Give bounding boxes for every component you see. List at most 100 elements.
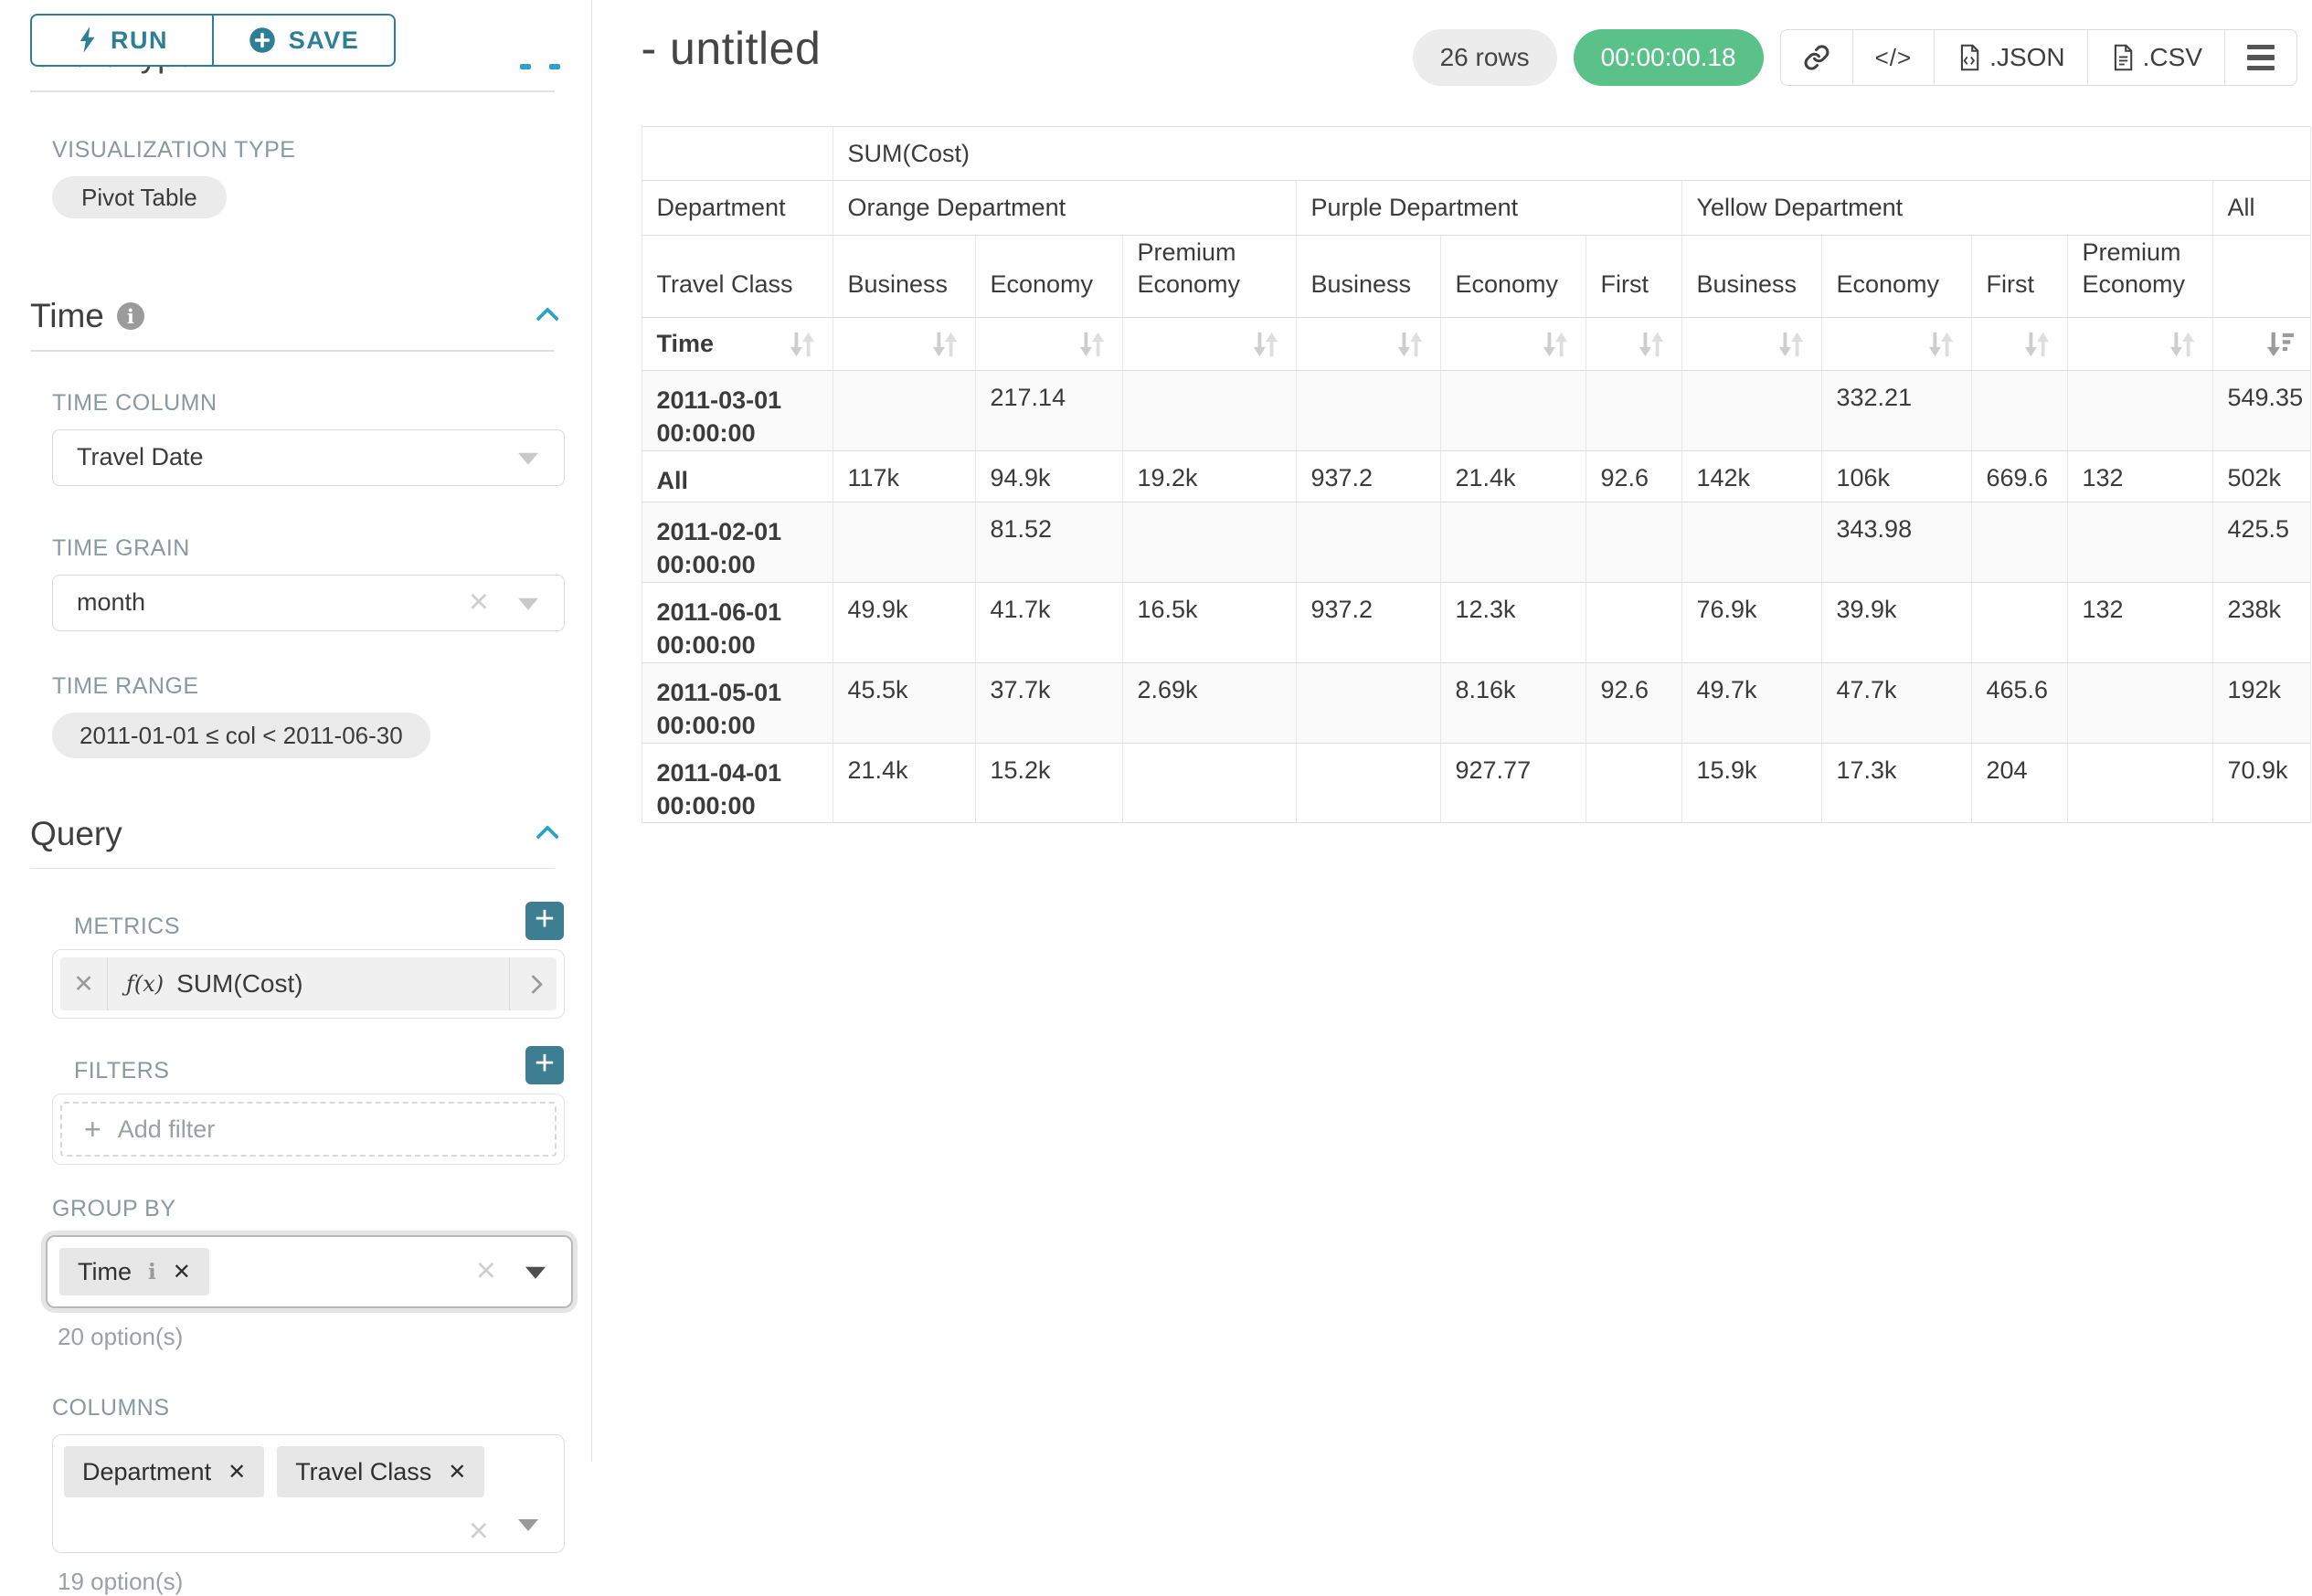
metric-value: SUM(Cost) [176,969,302,999]
sort-header-cell[interactable] [2067,318,2212,371]
clear-icon[interactable]: × [469,1514,489,1548]
info-icon[interactable]: i [117,302,144,330]
sort-icon[interactable] [2021,330,2052,359]
function-icon: ƒ(x) [126,971,164,997]
chevron-right-icon [524,974,543,993]
pivot-value-cell: 15.9k [1681,743,1821,823]
sort-icon[interactable] [1395,330,1426,359]
pivot-value-cell: 41.7k [975,582,1122,662]
sort-header-cell[interactable] [1586,318,1681,371]
sort-header-cell[interactable] [1971,318,2067,371]
sort-header-cell[interactable] [1681,318,1821,371]
sort-icon[interactable] [787,330,818,359]
pivot-value-cell [1586,743,1681,823]
columns-label: COLUMNS [52,1395,591,1422]
pivot-value-cell: 465.6 [1971,662,2067,743]
column-subheader: Premium Economy [2067,236,2212,318]
add-filter-label: Add filter [118,1115,216,1144]
run-button[interactable]: RUN [32,16,214,65]
sort-icon[interactable] [1076,330,1108,359]
sort-icon[interactable] [1776,330,1807,359]
info-icon[interactable]: i [148,1260,156,1284]
pivot-value-cell: 425.5 [2212,502,2310,582]
time-grain-value: month [77,588,145,617]
pivot-value-cell [1296,662,1440,743]
time-column-select[interactable]: Travel Date [52,429,565,486]
pivot-value-cell: 49.9k [833,582,975,662]
chart-type-collapse-chevron-clipped[interactable] [520,64,560,69]
filters-label: FILTERS [74,1058,169,1084]
add-filter-plus-button[interactable]: + [525,1046,564,1084]
sort-header-cell[interactable] [1122,318,1296,371]
query-collapse-chevron-icon[interactable] [536,825,558,848]
column-subheader: Business [833,236,975,318]
control-panel-sidebar: Chart Type RUN SAVE VISUALIZATION TYPE [0,0,592,1462]
visualization-type-pill[interactable]: Pivot Table [52,176,227,218]
query-section-title: Query [30,815,122,853]
time-column-label: TIME COLUMN [52,390,591,417]
remove-tag-icon[interactable]: ✕ [173,1259,191,1285]
time-collapse-chevron-icon[interactable] [536,307,558,330]
pivot-value-cell: 12.3k [1440,582,1586,662]
sort-icon[interactable] [1250,330,1281,359]
copy-link-button[interactable] [1781,30,1853,85]
metrics-label-row: METRICS + [52,902,564,940]
export-csv-button[interactable]: .CSV [2088,30,2225,85]
save-button[interactable]: SAVE [214,16,394,65]
column-group-header: Yellow Department [1681,181,2212,236]
sort-icon[interactable] [1925,330,1957,359]
pivot-value-cell: 49.7k [1681,662,1821,743]
column-subheader: Premium Economy [1122,236,1296,318]
metric-pill[interactable]: ✕ ƒ(x) SUM(Cost) [60,957,557,1010]
sort-header-cell-active[interactable] [2212,318,2310,371]
sort-header-cell[interactable] [833,318,975,371]
sort-header-cell[interactable] [1821,318,1971,371]
remove-tag-icon[interactable]: ✕ [228,1459,246,1485]
pivot-corner-cell [642,127,833,181]
export-json-button[interactable]: .JSON [1935,30,2087,85]
columns-tag[interactable]: Travel Class ✕ [277,1446,484,1497]
clear-icon[interactable]: × [476,1253,496,1288]
filters-label-row: FILTERS + [52,1046,564,1084]
row-count-badge: 26 rows [1413,29,1557,86]
chart-title: - untitled [642,22,822,75]
pivot-value-cell: 92.6 [1586,450,1681,502]
column-subheader: Economy [975,236,1122,318]
sort-header-cell[interactable]: Time [642,318,833,371]
add-filter-dropzone[interactable]: + Add filter [60,1102,557,1157]
column-subheader: Economy [1821,236,1971,318]
time-grain-select[interactable]: month × [52,575,565,631]
clear-icon[interactable]: × [469,584,489,618]
columns-tag[interactable]: Department ✕ [64,1446,264,1497]
sort-icon[interactable] [929,330,960,359]
row-label-cell: All [642,450,833,502]
sort-descending-icon[interactable] [2264,330,2296,359]
pivot-value-cell: 132 [2067,582,2212,662]
pivot-value-cell [1296,743,1440,823]
sort-icon[interactable] [2167,330,2198,359]
sort-header-cell[interactable] [1440,318,1586,371]
pivot-value-cell: 343.98 [1821,502,1971,582]
more-menu-button[interactable] [2225,30,2296,85]
embed-code-button[interactable]: </> [1853,30,1936,85]
expand-metric-button[interactable] [509,957,557,1010]
remove-metric-icon[interactable]: ✕ [60,957,108,1010]
group-by-select[interactable]: Time i ✕ × [46,1235,573,1308]
pivot-value-cell: 21.4k [833,743,975,823]
filters-field: + Add filter [52,1094,565,1165]
time-section-title: Time [30,297,104,335]
sort-icon[interactable] [1540,330,1571,359]
sort-icon[interactable] [1636,330,1667,359]
time-range-pill[interactable]: 2011-01-01 ≤ col < 2011-06-30 [52,713,430,758]
row-label-cell: 2011-04-01 00:00:00 [642,743,833,823]
group-by-tag[interactable]: Time i ✕ [59,1248,209,1295]
sort-header-cell[interactable] [1296,318,1440,371]
pivot-value-cell: 81.52 [975,502,1122,582]
add-metric-button[interactable]: + [525,902,564,940]
column-subheader: First [1586,236,1681,318]
section-divider [30,350,555,352]
sort-header-cell[interactable] [975,318,1122,371]
remove-tag-icon[interactable]: ✕ [448,1459,466,1485]
columns-select[interactable]: Department ✕ Travel Class ✕ × [52,1434,565,1553]
